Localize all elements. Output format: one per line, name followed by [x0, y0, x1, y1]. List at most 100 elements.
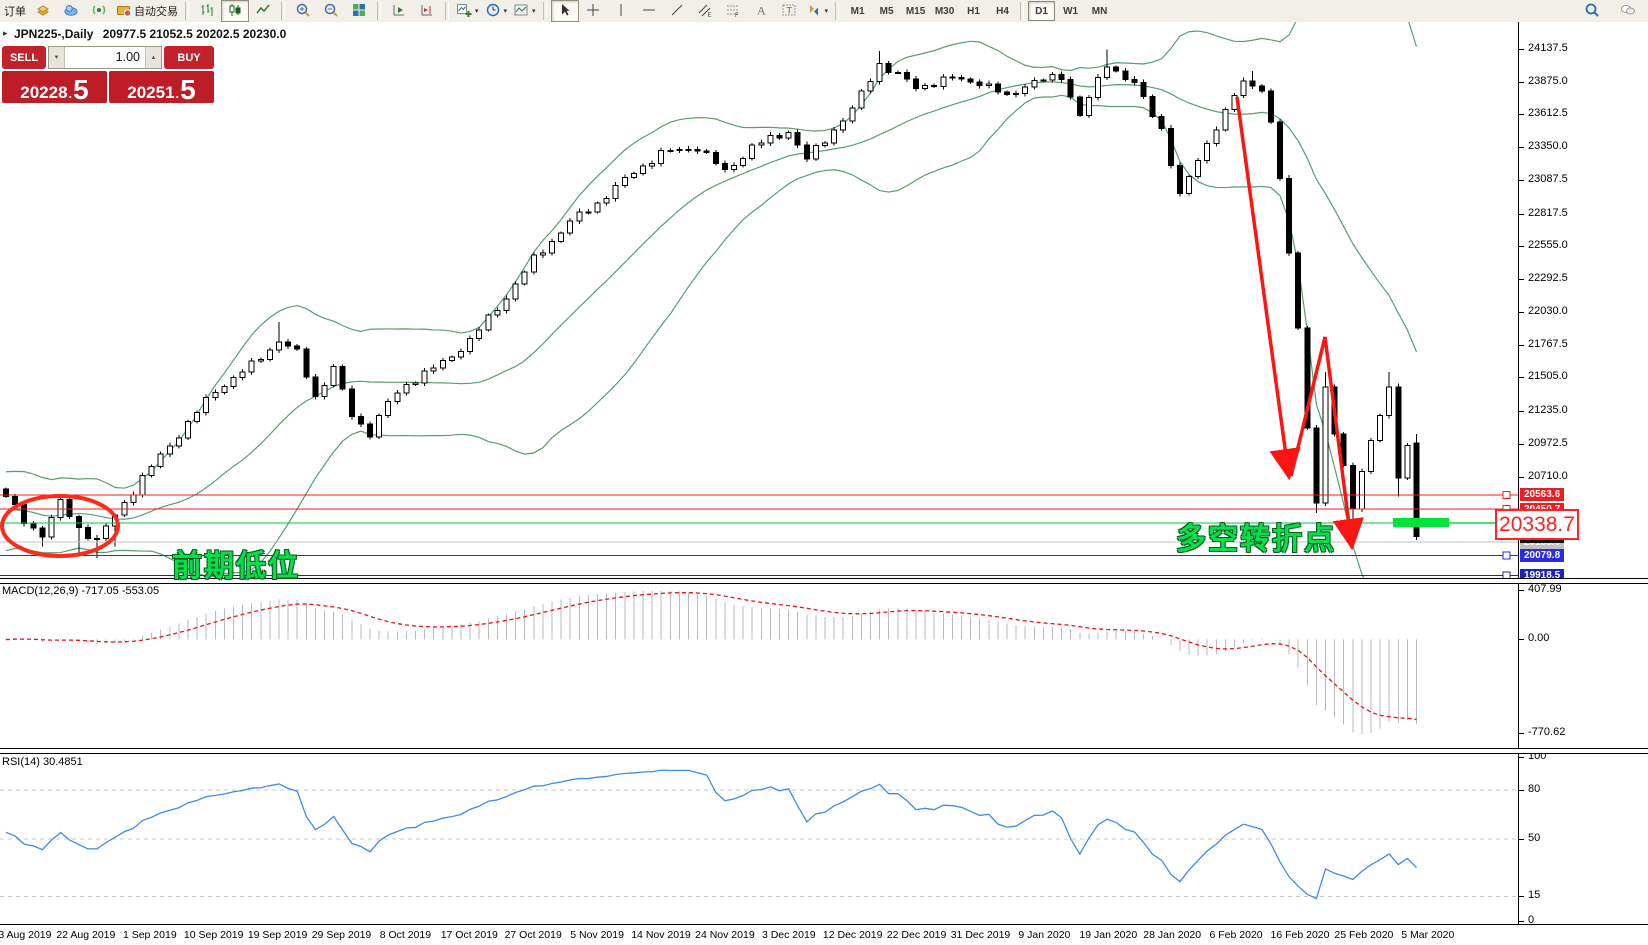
timeframe-m1[interactable]: M1: [850, 5, 865, 17]
timeframe-m30[interactable]: M30: [934, 5, 955, 17]
annotation-turning-point-text[interactable]: 多空转折点: [1176, 523, 1336, 556]
chat-icon: [1620, 2, 1636, 21]
indicators-button[interactable]: [453, 0, 482, 22]
community-cloud-icon[interactable]: [57, 0, 85, 22]
tile-windows-button[interactable]: [345, 0, 373, 22]
macd-tick: -770.62: [1528, 725, 1566, 738]
price-tick: 23350.0: [1528, 140, 1568, 153]
arrows-button[interactable]: [803, 0, 832, 22]
annotation-previous-low-text[interactable]: 前期低位: [172, 550, 300, 583]
trend-icon: [669, 2, 685, 21]
macd-name: MACD(12,26,9): [2, 585, 79, 597]
bar-chart-button[interactable]: [193, 0, 221, 22]
signals-icon[interactable]: [85, 0, 113, 22]
zoom-in-button[interactable]: [289, 0, 317, 22]
timeframe-mn[interactable]: MN: [1091, 5, 1108, 17]
periods-button[interactable]: [482, 0, 511, 22]
zoomout-icon: [323, 2, 339, 21]
vertical-line-button[interactable]: [607, 0, 635, 22]
date-label: 5 Mar 2020: [1401, 929, 1455, 941]
timeframe-h4[interactable]: H4: [996, 5, 1009, 17]
timeframe-h1[interactable]: H1: [967, 5, 980, 17]
autoscroll-icon: [391, 2, 407, 21]
rsi-pane[interactable]: [0, 753, 1518, 924]
macd-label: MACD(12,26,9) -717.05 -553.05: [2, 585, 159, 597]
chat-button[interactable]: [1614, 0, 1642, 22]
timeframe-d1[interactable]: D1: [1028, 1, 1056, 21]
price-tick-mark: [1519, 344, 1524, 346]
label-button[interactable]: T: [775, 0, 803, 22]
volume-increase-button[interactable]: [145, 47, 161, 68]
new-order-button[interactable]: 订单: [1, 0, 29, 22]
autotrade-button[interactable]: 自动交易: [113, 0, 181, 22]
one-click-trading-toggle-icon[interactable]: [3, 28, 8, 39]
templates-button[interactable]: [510, 0, 539, 22]
auto-scroll-button[interactable]: [385, 0, 413, 22]
volume-decrease-button[interactable]: [49, 47, 65, 68]
crosshair-button[interactable]: [579, 0, 607, 22]
candlestick-button[interactable]: [221, 0, 249, 22]
date-label: 29 Sep 2019: [311, 929, 372, 941]
toolbar-separator: [542, 2, 547, 20]
line-chart-button[interactable]: [249, 0, 277, 22]
date-label: 8 Oct 2019: [379, 929, 432, 941]
sell-button[interactable]: SELL: [2, 46, 46, 69]
price-tick: 23612.5: [1528, 107, 1568, 120]
price-tick: 22030.0: [1528, 304, 1568, 317]
price-pane[interactable]: [0, 22, 1518, 578]
cursor-button[interactable]: [550, 0, 579, 22]
annotation-arrow-zigzag[interactable]: [1289, 336, 1364, 551]
date-label: 28 Jan 2020: [1143, 929, 1202, 941]
price-axis[interactable]: 24137.5 23875.0 23612.5 23350.0 23087.5 22817…: [1518, 22, 1648, 926]
linechart-icon: [255, 2, 271, 21]
search-icon: [1584, 2, 1600, 21]
channel-icon: E: [697, 2, 713, 21]
date-label: 10 Sep 2019: [183, 929, 244, 941]
timeframe-m15[interactable]: M15: [905, 5, 926, 17]
text-button[interactable]: A: [747, 0, 775, 22]
zoom-out-button[interactable]: [317, 0, 345, 22]
annotation-highlight-bar[interactable]: [1393, 518, 1449, 527]
price-tick-mark: [1519, 279, 1524, 281]
timeframe-w1[interactable]: W1: [1063, 5, 1079, 17]
pane-separator[interactable]: [0, 578, 1648, 584]
date-label: 6 Feb 2020: [1209, 929, 1263, 941]
price-tick: 21505.0: [1528, 370, 1568, 383]
channel-button[interactable]: E: [691, 0, 719, 22]
rsi-tick: 50: [1528, 832, 1541, 844]
horizontal-line-button[interactable]: [635, 0, 663, 22]
svg-text:A: A: [757, 3, 766, 17]
annotations-layer[interactable]: [0, 96, 1495, 558]
gold-chart-icon[interactable]: [29, 0, 57, 22]
chart-shift-button[interactable]: [413, 0, 441, 22]
volume-input[interactable]: 1.00: [115, 50, 140, 64]
time-axis[interactable]: 13 Aug 2019 22 Aug 2019 1 Sep 2019 10 Sep 2…: [0, 925, 1648, 945]
price-callout-box[interactable]: 20338.7: [1495, 509, 1579, 540]
volume-spinner: 1.00: [48, 46, 162, 69]
rsi-tick-mark: [1519, 896, 1524, 898]
price-tick-mark: [1519, 476, 1524, 478]
timeframe-m5[interactable]: M5: [879, 5, 894, 17]
buy-button[interactable]: BUY: [164, 46, 214, 69]
main-toolbar: 订单 自动交易 E F A T M1 M5 M15 M30 H1 H4 D1 W1 MN: [0, 0, 1648, 23]
price-tick-mark: [1519, 246, 1524, 248]
fibonacci-button[interactable]: F: [719, 0, 747, 22]
chart-title: JPN225-,Daily 20977.5 21052.5 20202.5 20…: [14, 27, 292, 41]
pane-separator[interactable]: [0, 748, 1648, 754]
macd-histogram: [5, 590, 1417, 735]
one-click-trade-panel: SELL 1.00 BUY 20228 . 5 20251 . 5: [2, 46, 214, 104]
trendline-button[interactable]: [663, 0, 691, 22]
search-button[interactable]: [1578, 0, 1606, 22]
price-tick-mark: [1519, 81, 1524, 83]
sell-price-display[interactable]: 20228 . 5: [2, 71, 107, 104]
annotation-arrow-down[interactable]: [1235, 96, 1301, 481]
date-label: 1 Sep 2019: [122, 929, 177, 941]
annotation-ellipse[interactable]: [0, 494, 120, 558]
macd-tick-mark: [1519, 589, 1524, 591]
macd-pane[interactable]: [0, 583, 1518, 748]
rsi-tick: 15: [1528, 889, 1541, 902]
buy-price-display[interactable]: 20251 . 5: [109, 71, 214, 104]
macd-tick: 0.00: [1528, 632, 1550, 645]
date-label: 25 Feb 2020: [1334, 929, 1394, 941]
